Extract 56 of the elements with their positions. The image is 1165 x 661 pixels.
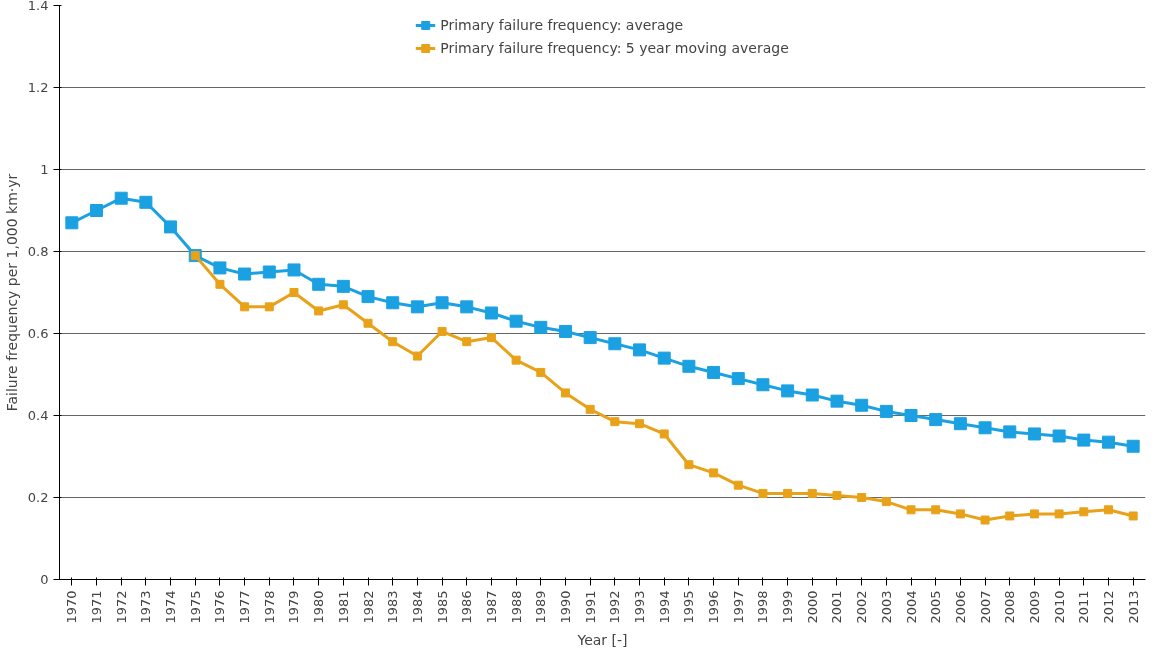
x-tick-label: 1971 [89, 590, 105, 624]
x-tick-label: 1973 [138, 590, 154, 624]
x-tick-label: 1980 [311, 590, 327, 624]
x-tick-label: 1977 [237, 590, 253, 624]
y-tick-label: 0.8 [27, 244, 49, 259]
x-tick-label: 2007 [977, 590, 993, 624]
x-tick-label: 1976 [212, 590, 228, 624]
x-tick-label: 1994 [656, 590, 672, 624]
x-tick-label: 2004 [903, 590, 919, 624]
x-tick-label: 1987 [483, 590, 499, 624]
x-tick-label: 1997 [730, 590, 746, 624]
y-tick-label: 0.6 [27, 326, 49, 341]
legend-label: Primary failure frequency: average [440, 17, 684, 33]
x-tick-label: 2000 [804, 590, 820, 624]
y-tick-label: 1.4 [27, 0, 49, 13]
x-tick-label: 1989 [533, 590, 549, 624]
x-tick-label: 1975 [187, 590, 203, 624]
x-axis-title: Year [-] [576, 631, 628, 648]
y-tick-label: 0 [40, 572, 49, 587]
x-tick-label: 1996 [706, 590, 722, 624]
x-tick-label: 1984 [409, 590, 425, 624]
x-tick-label: 1988 [508, 590, 524, 624]
x-tick-label: 1978 [261, 590, 277, 624]
x-tick-label: 1972 [113, 590, 129, 624]
x-tick-label: 2003 [878, 590, 894, 624]
x-tick-label: 1993 [632, 590, 648, 624]
x-tick-label: 1991 [582, 590, 598, 624]
x-tick-label: 1983 [385, 590, 401, 624]
x-tick-label: 1979 [286, 590, 302, 624]
x-tick-label: 2006 [952, 590, 968, 624]
y-tick-label: 0.4 [27, 408, 49, 423]
x-tick-label: 1982 [360, 590, 376, 624]
x-tick-label: 1999 [780, 590, 796, 624]
y-tick-label: 1 [40, 162, 49, 177]
x-tick-label: 1985 [434, 590, 450, 624]
x-tick-label: 1995 [681, 590, 697, 624]
x-tick-label: 1974 [163, 590, 179, 624]
y-tick-label: 1.2 [27, 80, 49, 95]
x-tick-label: 1992 [607, 590, 623, 624]
y-tick-label: 0.2 [27, 490, 49, 505]
legend-label: Primary failure frequency: 5 year moving average [440, 40, 789, 56]
x-tick-label: 1990 [557, 590, 573, 624]
x-tick-label: 2002 [854, 590, 870, 624]
x-tick-label: 1970 [64, 590, 80, 624]
x-tick-label: 2010 [1051, 590, 1067, 624]
x-tick-label: 2013 [1125, 590, 1141, 624]
y-axis-title: Failure frequency per 1,000 km·yr [3, 173, 20, 412]
x-tick-label: 2001 [829, 590, 845, 624]
x-tick-label: 1981 [335, 590, 351, 624]
x-tick-label: 1998 [755, 590, 771, 624]
x-tick-label: 2011 [1076, 590, 1092, 624]
x-tick-label: 2005 [928, 590, 944, 624]
x-tick-label: 2008 [1002, 590, 1018, 624]
x-tick-label: 2012 [1100, 590, 1116, 624]
x-tick-label: 1986 [459, 590, 475, 624]
x-tick-label: 2009 [1026, 590, 1042, 624]
